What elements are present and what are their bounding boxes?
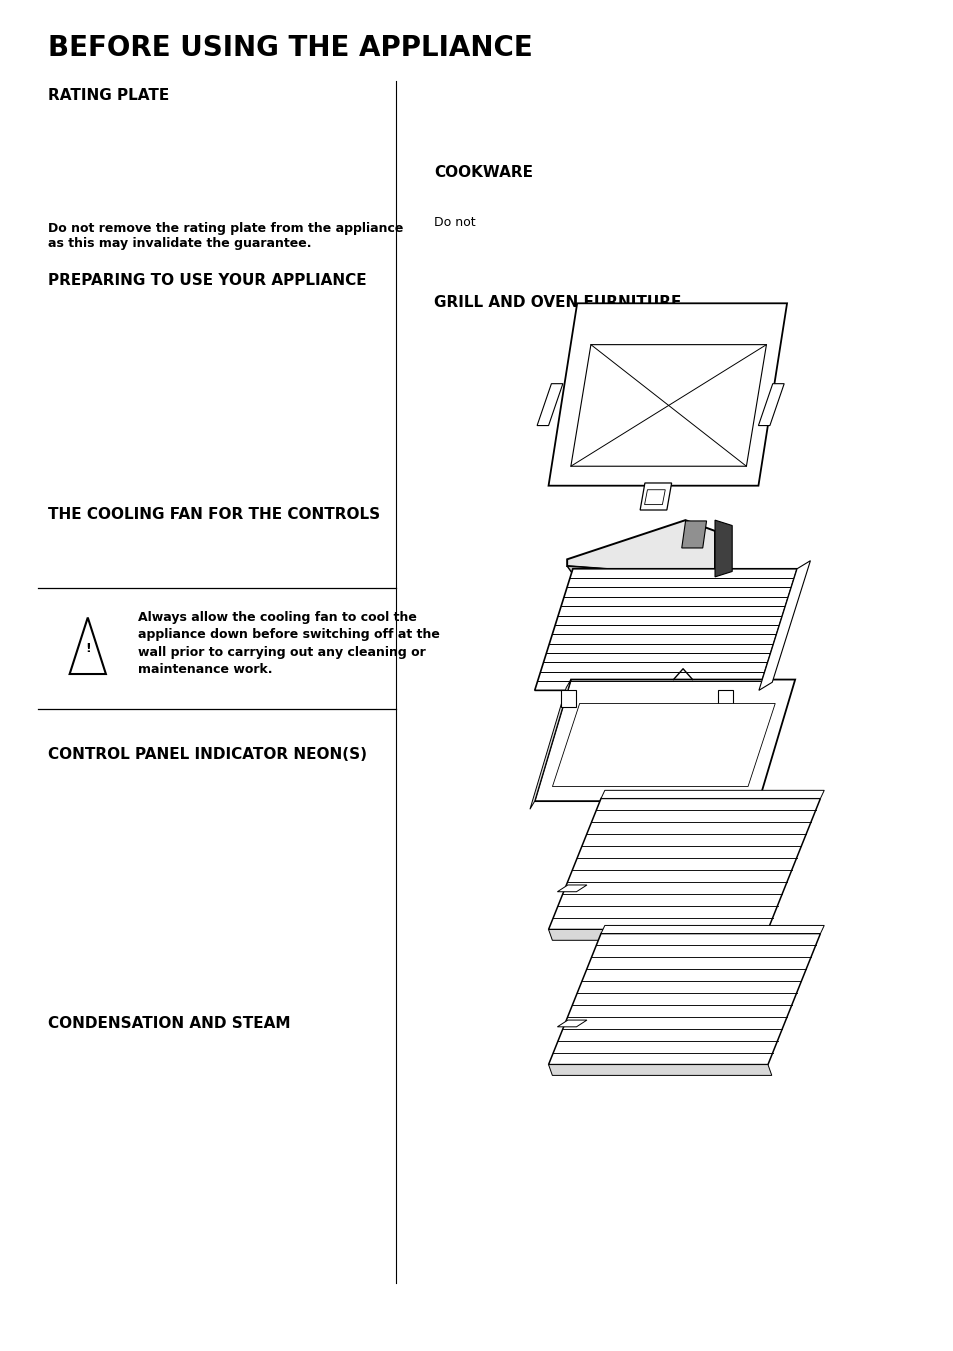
- Polygon shape: [758, 384, 783, 426]
- Polygon shape: [566, 566, 722, 588]
- Text: RATING PLATE: RATING PLATE: [48, 88, 169, 103]
- Text: COOKWARE: COOKWARE: [434, 165, 533, 180]
- Polygon shape: [644, 490, 664, 505]
- Polygon shape: [600, 925, 823, 934]
- Polygon shape: [566, 520, 715, 577]
- Polygon shape: [600, 790, 823, 798]
- Polygon shape: [537, 384, 562, 426]
- Text: CONDENSATION AND STEAM: CONDENSATION AND STEAM: [48, 1016, 290, 1031]
- Text: GRILL AND OVEN FURNITURE: GRILL AND OVEN FURNITURE: [434, 295, 680, 309]
- Polygon shape: [570, 345, 765, 466]
- Text: THE COOLING FAN FOR THE CONTROLS: THE COOLING FAN FOR THE CONTROLS: [48, 507, 379, 521]
- Text: Do not: Do not: [434, 216, 476, 230]
- Text: PREPARING TO USE YOUR APPLIANCE: PREPARING TO USE YOUR APPLIANCE: [48, 273, 366, 288]
- Polygon shape: [534, 569, 797, 690]
- Text: !: !: [85, 642, 91, 655]
- Polygon shape: [681, 521, 706, 549]
- Text: BEFORE USING THE APPLIANCE: BEFORE USING THE APPLIANCE: [48, 34, 532, 62]
- Text: CONTROL PANEL INDICATOR NEON(S): CONTROL PANEL INDICATOR NEON(S): [48, 747, 366, 762]
- Polygon shape: [639, 484, 671, 511]
- Polygon shape: [548, 798, 820, 929]
- Text: Always allow the cooling fan to cool the
appliance down before switching off at : Always allow the cooling fan to cool the…: [138, 611, 439, 676]
- Polygon shape: [529, 680, 570, 809]
- Polygon shape: [759, 561, 810, 690]
- Polygon shape: [534, 680, 795, 801]
- Polygon shape: [560, 690, 576, 707]
- Polygon shape: [557, 885, 586, 892]
- Polygon shape: [557, 1020, 586, 1027]
- Polygon shape: [548, 304, 786, 486]
- Polygon shape: [548, 934, 820, 1065]
- Polygon shape: [548, 1065, 771, 1075]
- Polygon shape: [717, 690, 732, 707]
- Polygon shape: [715, 520, 732, 577]
- Polygon shape: [552, 704, 775, 786]
- Polygon shape: [548, 929, 771, 940]
- Text: Do not remove the rating plate from the appliance
as this may invalidate the gua: Do not remove the rating plate from the …: [48, 222, 403, 250]
